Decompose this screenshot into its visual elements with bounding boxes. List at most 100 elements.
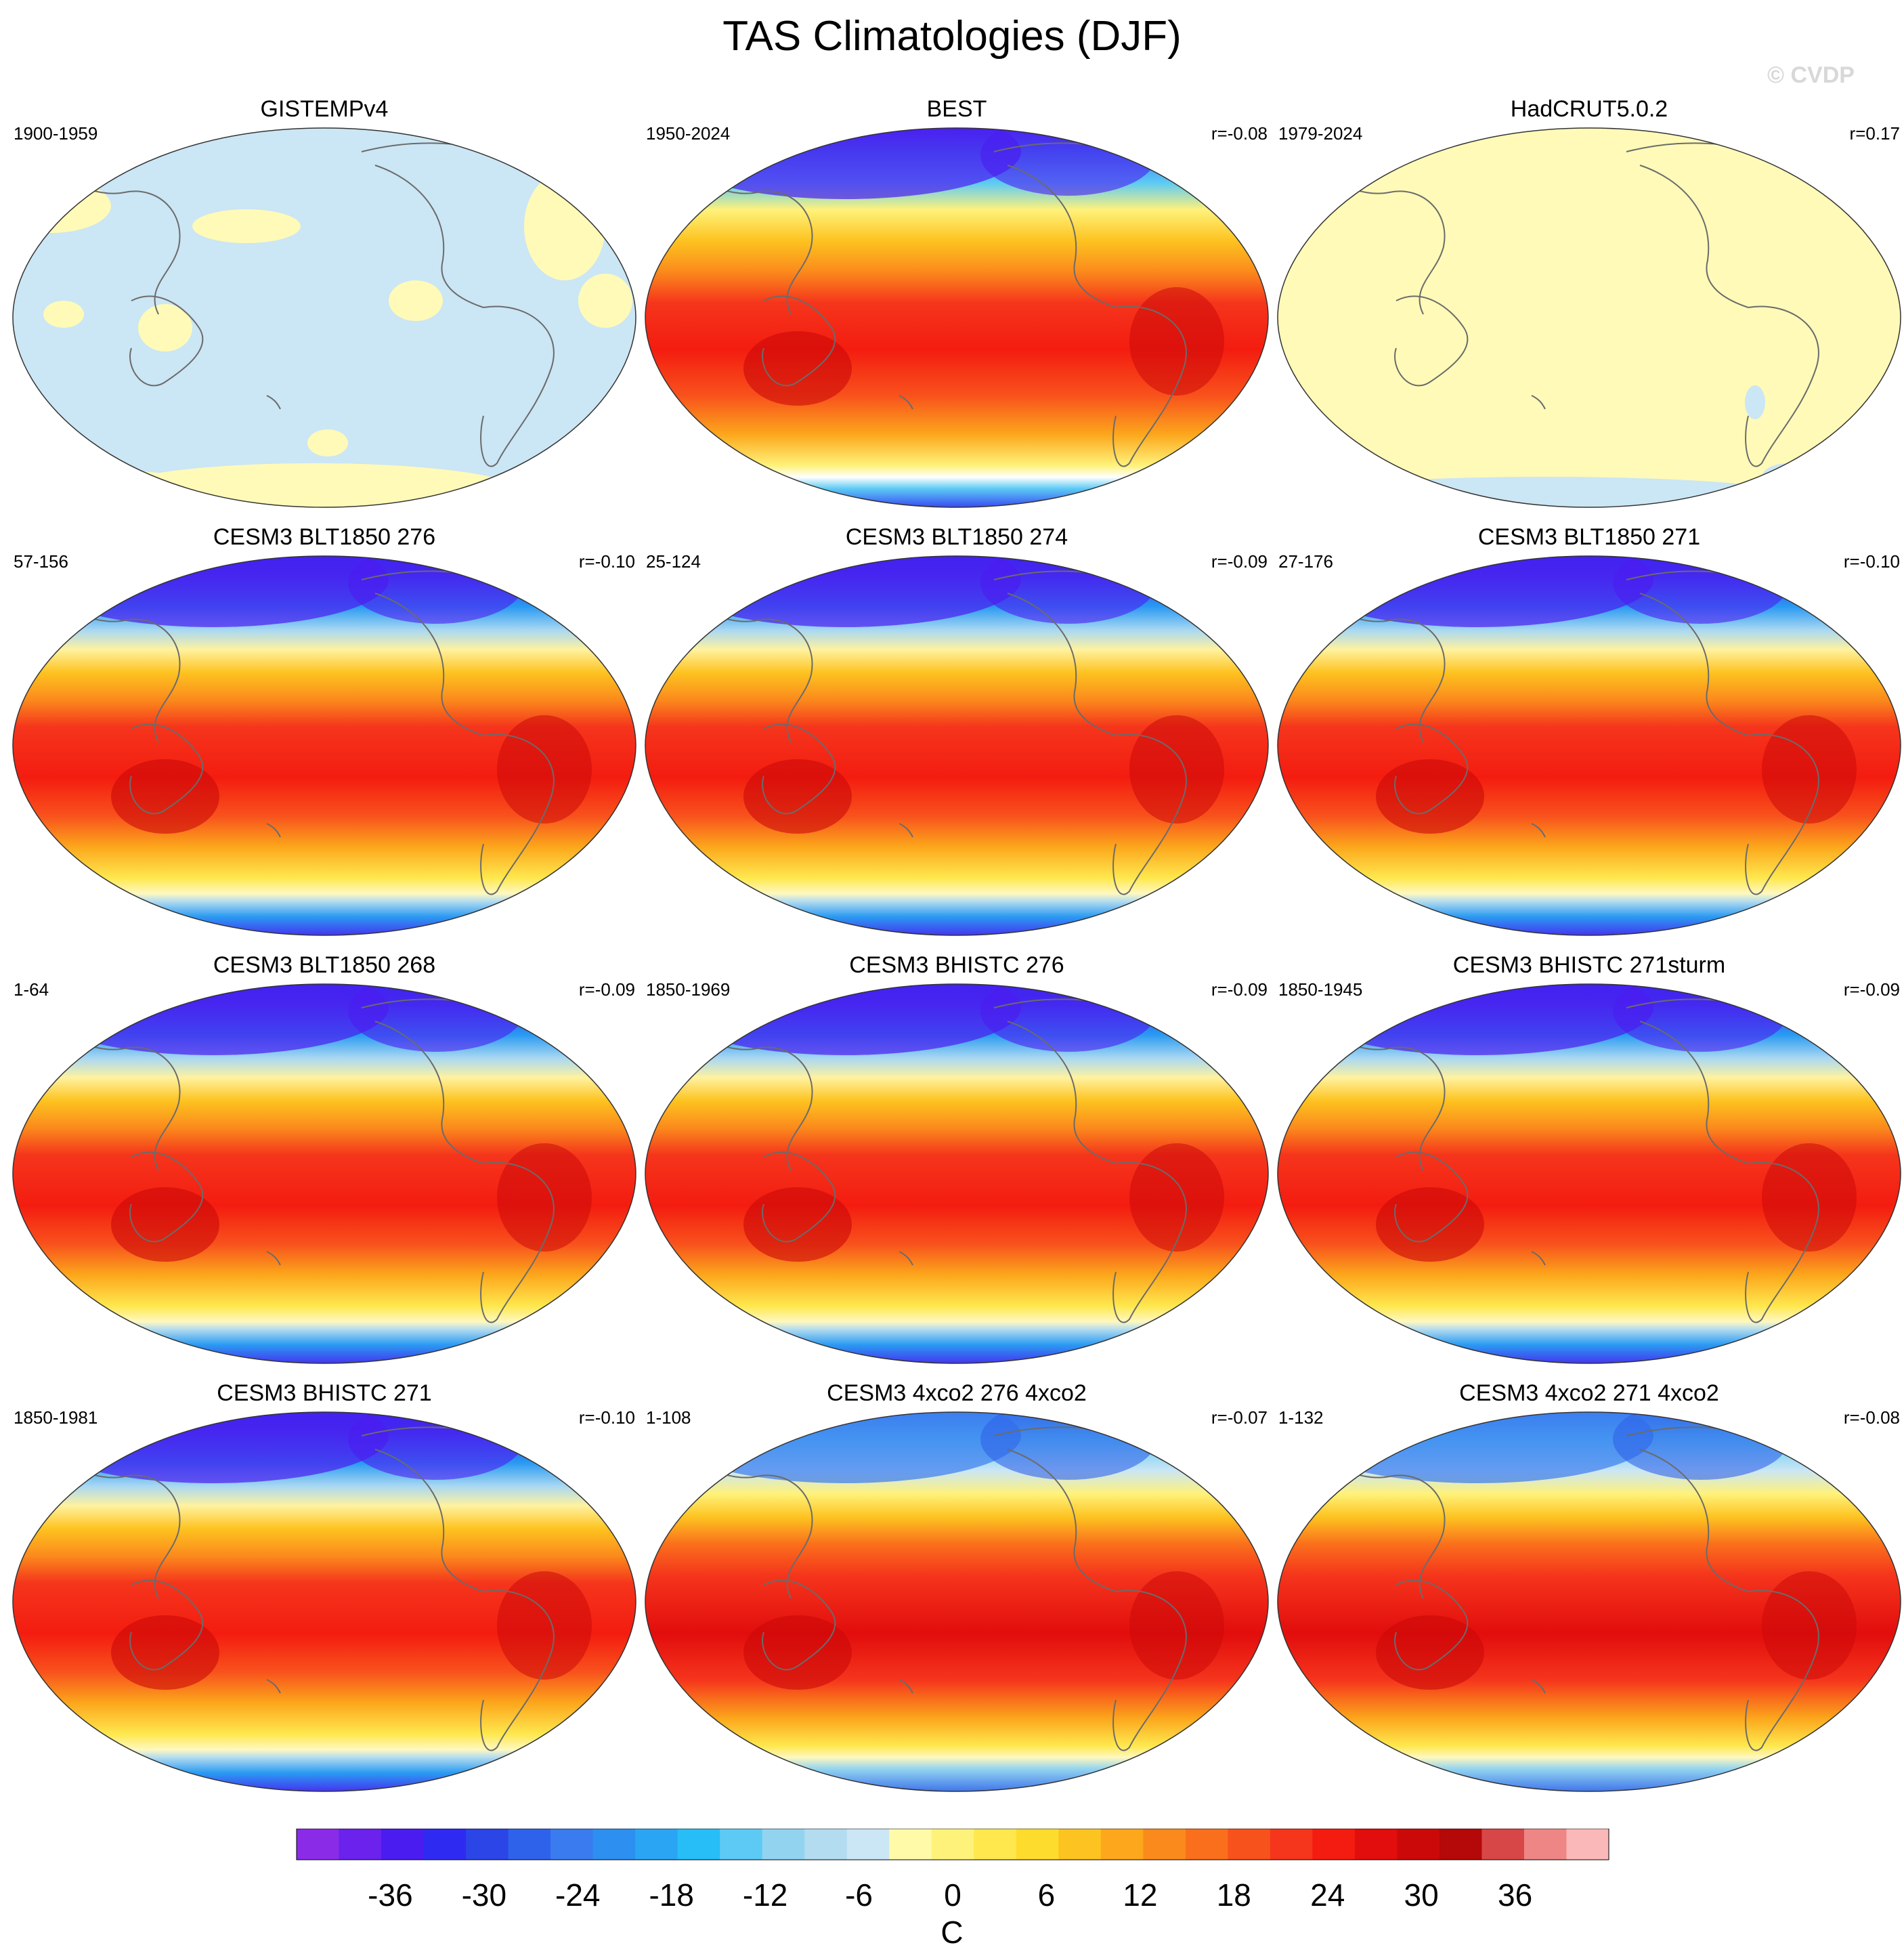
colorbar-tick-label: -24 [555,1877,600,1913]
colorbar-tick-label: -12 [743,1877,787,1913]
map-panel: HadCRUT5.0.2 1979-2024 r=0.17 [1274,96,1904,508]
cold-region [1301,1412,1653,1483]
panel-period: 1850-1969 [646,979,731,1000]
colorbar-tick-label: 30 [1404,1877,1439,1913]
panel-title: CESM3 BLT1850 271 [1477,524,1701,550]
warm-region [497,1571,592,1680]
coastline [480,305,555,467]
warm-region [1376,759,1484,834]
coastline [1007,593,1117,736]
map-outline [12,127,636,508]
watermark: © CVDP [1767,62,1855,88]
colorbar-swatch [1397,1829,1440,1860]
colorbar-swatch [466,1829,509,1860]
colorbar-tick-label: -36 [368,1877,412,1913]
panel-title: HadCRUT5.0.2 [1510,96,1668,122]
warm-region [743,1615,852,1690]
panel-title: CESM3 BHISTC 276 [849,952,1064,978]
anomaly-patch [389,280,443,321]
colorbar-swatch [846,1829,890,1860]
colorbar-swatch [1439,1829,1482,1860]
map-field [645,1411,1269,1792]
coastline [1745,1162,1819,1323]
colorbar-tick-label: -18 [649,1877,693,1913]
warm-region [111,759,219,834]
warm-region [1129,715,1224,824]
coastline [266,1679,281,1694]
colorbar-swatch [508,1829,551,1860]
map-panel: CESM3 4xco2 276 4xco2 1-108 r=-0.07 [642,1380,1272,1792]
map-panel: CESM3 BHISTC 271sturm 1850-1945 r=-0.09 [1274,952,1904,1364]
panel-title: CESM3 BLT1850 274 [845,524,1068,550]
map-field [645,983,1269,1364]
panel-title: CESM3 BHISTC 271sturm [1452,952,1726,978]
map-panel: CESM3 BHISTC 276 1850-1969 r=-0.09 [642,952,1272,1364]
warm-region [743,759,852,834]
colorbar-swatch [889,1829,932,1860]
map-panel: CESM3 4xco2 271 4xco2 1-132 r=-0.08 [1274,1380,1904,1792]
map-outline [645,127,1269,508]
map-outline [1277,127,1901,508]
map-field [12,983,636,1364]
cold-region [669,984,1021,1055]
coastline [1112,1162,1187,1323]
map-field [1277,983,1901,1364]
panel-period: 1850-1945 [1278,979,1363,1000]
colorbar-tick-label: -6 [845,1877,873,1913]
coastline [1007,165,1117,308]
panel-title: CESM3 BLT1850 268 [213,952,436,978]
colorbar-tick-label: 36 [1498,1877,1532,1913]
colorbar-tick-label: 0 [944,1877,961,1913]
coastline [374,593,484,736]
colorbar-swatch [1228,1829,1271,1860]
map-panel: GISTEMPv4 1900-1959 [9,96,639,508]
coastline [1112,1590,1187,1751]
map-panel: BEST 1950-2024 r=-0.08 [642,96,1272,508]
coastline [1639,593,1749,736]
warm-region [1762,715,1857,824]
coastline [480,1590,555,1751]
coastline [480,733,555,895]
warm-region [111,1187,219,1262]
colorbar-swatch [1481,1829,1525,1860]
coastline [1531,395,1546,410]
coastline [762,295,836,387]
coastline [1745,733,1819,895]
panel-period: 1-132 [1278,1407,1324,1428]
map-panel: CESM3 BLT1850 268 1-64 r=-0.09 [9,952,639,1364]
colorbar-swatch [1185,1829,1228,1860]
panel-correlation: r=-0.08 [1211,123,1268,144]
map-outline [645,555,1269,936]
colorbar-swatch [592,1829,636,1860]
anomaly-patch [1762,463,1816,490]
panel-title: CESM3 4xco2 276 4xco2 [827,1380,1087,1406]
coastline [899,1251,913,1266]
panel-title: BEST [926,96,987,122]
coastline [374,1449,484,1592]
panel-period: 1-64 [14,979,49,1000]
map-outline [12,983,636,1364]
map-outline [645,983,1269,1364]
anomaly-patch [578,274,632,328]
panel-period: 25-124 [646,551,701,572]
warm-region [1376,1615,1484,1690]
map-field [1277,555,1901,936]
map-outline [645,1411,1269,1792]
panel-period: 1-108 [646,1407,691,1428]
colorbar-swatch [339,1829,382,1860]
panel-correlation: r=-0.10 [1843,551,1900,572]
colorbar-swatch [1058,1829,1102,1860]
coastline [129,723,204,815]
colorbar-swatch [1312,1829,1356,1860]
coastline [1007,1449,1117,1592]
map-field [12,555,636,936]
coastline [762,723,836,815]
panel-correlation: r=-0.09 [1843,979,1900,1000]
coastline [1112,305,1187,467]
colorbar-unit-label: C [940,1915,964,1950]
warm-region [1376,1187,1484,1262]
coastline [1394,1579,1469,1671]
coastline [266,1251,281,1266]
coastline [1112,733,1187,895]
colorbar-swatch [381,1829,425,1860]
